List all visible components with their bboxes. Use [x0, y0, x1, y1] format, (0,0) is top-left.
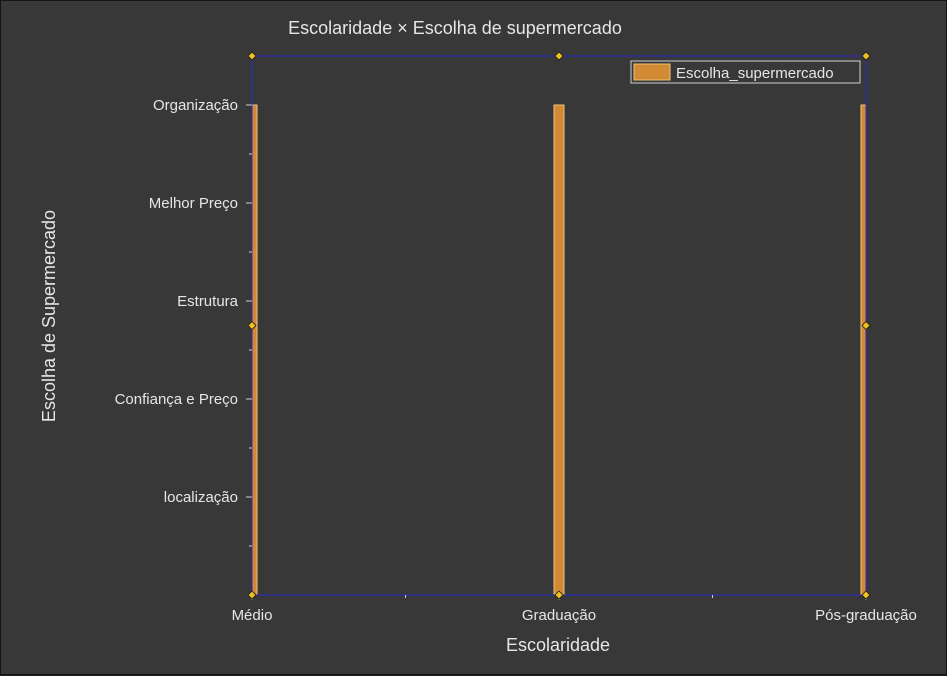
- resize-handle[interactable]: [554, 51, 564, 61]
- legend-box: [630, 60, 861, 84]
- y-tick-label: Estrutura: [177, 293, 239, 310]
- x-axis-label: Escolaridade: [506, 635, 610, 655]
- x-tick-label: Graduação: [522, 607, 596, 624]
- y-tick-label: localização: [164, 489, 238, 506]
- y-axis-label: Escolha de Supermercado: [39, 210, 59, 422]
- x-tick-label: Médio: [232, 607, 273, 624]
- resize-handle[interactable]: [247, 590, 257, 600]
- resize-handle[interactable]: [554, 590, 564, 600]
- resize-handle[interactable]: [861, 590, 871, 600]
- resize-handle[interactable]: [861, 51, 871, 61]
- bar-Graduação[interactable]: [553, 104, 565, 596]
- chart-title: Escolaridade × Escolha de supermercado: [288, 18, 622, 38]
- y-tick-label: Organização: [153, 97, 238, 114]
- legend-label: Escolha_supermercado: [676, 65, 834, 82]
- x-tick-label: Pós-graduação: [815, 607, 917, 624]
- legend[interactable]: Escolha_supermercado: [630, 60, 861, 84]
- y-tick-label: Confiança e Preço: [115, 391, 238, 408]
- resize-handle[interactable]: [861, 320, 871, 331]
- resize-handle[interactable]: [247, 320, 257, 331]
- resize-handle[interactable]: [247, 51, 257, 61]
- legend-swatch: [633, 63, 671, 81]
- bar-Pós-graduação[interactable]: [860, 104, 867, 596]
- bar-Médio[interactable]: [251, 104, 258, 596]
- y-tick-label: Melhor Preço: [149, 195, 238, 212]
